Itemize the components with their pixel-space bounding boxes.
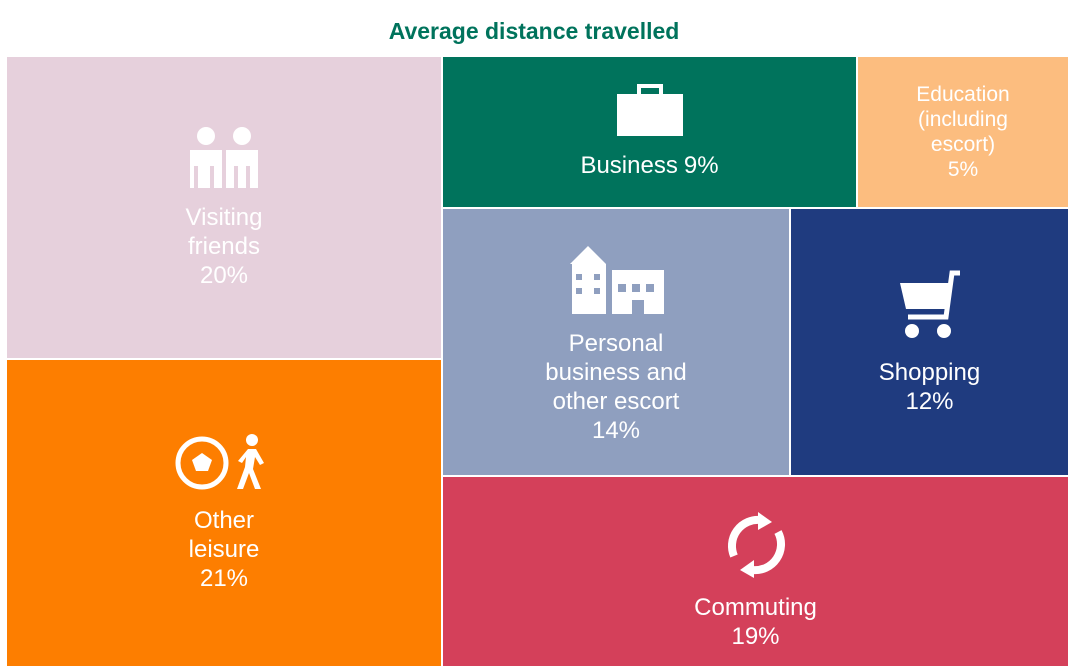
label: Shopping 12% [879,358,980,416]
category-label: Other leisure [188,507,260,563]
tile: Education (including escort) 5% [858,57,1068,207]
value-label: 14% [591,416,641,444]
icon [566,244,666,321]
icon [174,433,274,498]
label: Other leisure 21% [159,506,289,593]
category-label: Commuting [694,594,817,621]
label: Education (including escort) 5% [893,82,1033,182]
value-label: 20% [199,261,249,289]
icon [616,84,683,143]
icon [898,269,962,350]
value-label: 12% [905,387,954,415]
chart-title: Average distance travelled [388,18,680,44]
icon [186,126,262,195]
category-label: Visiting friends [185,203,263,260]
tile: Personal business and other escort 14% [443,209,789,475]
icon [720,512,792,585]
value-label: 9% [683,152,719,179]
tile: Other leisure 21% [7,360,441,666]
label: Visiting friends 20% [159,203,289,290]
category-label: Personal business and other escort [545,329,687,415]
category-label: Business [580,152,678,179]
label: Business 9% [580,151,718,180]
tile: Business 9% [443,57,856,207]
tile: Visiting friends 20% [7,57,441,358]
label: Personal business and other escort 14% [526,329,706,445]
tile: Commuting 19% [443,477,1068,666]
value-label: 19% [731,623,780,650]
category-label: Education (including escort) [916,83,1010,156]
value-label: 21% [199,565,249,592]
tile: Shopping 12% [791,209,1068,475]
category-label: Shopping [878,358,981,386]
value-label: 5% [947,158,979,181]
label: Commuting 19% [694,593,817,651]
